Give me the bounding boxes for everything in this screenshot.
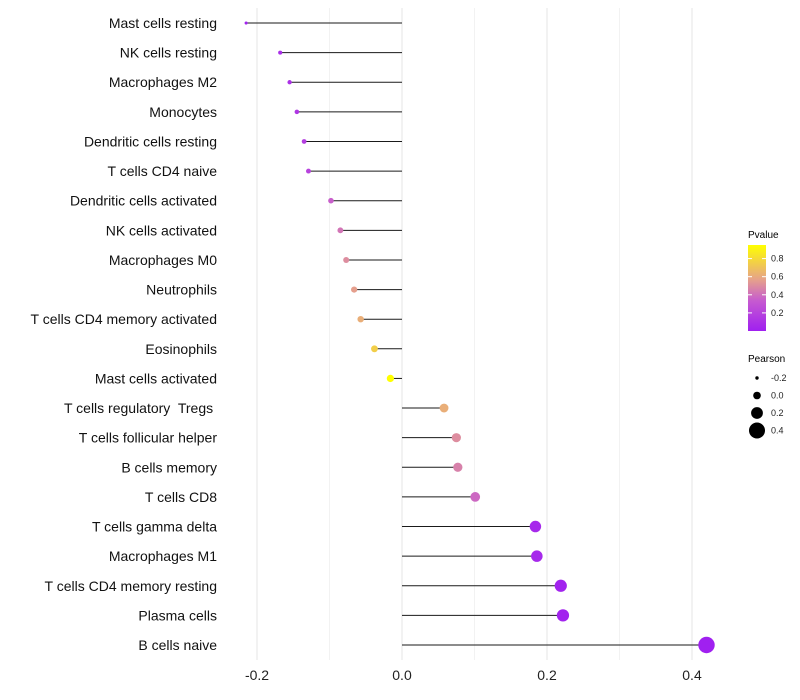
lollipop-point (698, 636, 715, 654)
pearson-legend-title: Pearson (748, 354, 785, 365)
y-category-label: T cells CD4 memory activated (31, 311, 217, 327)
size-legend-key (755, 376, 759, 380)
lollipop-point (287, 80, 292, 85)
lollipop-point (529, 520, 542, 533)
y-category-label: T cells CD8 (145, 489, 217, 505)
y-category-label: Mast cells activated (95, 370, 217, 386)
y-category-label: Mast cells resting (109, 15, 217, 31)
colorbar-tick-label: 0.4 (771, 290, 784, 300)
lollipop-points (244, 21, 715, 654)
lollipop-point (554, 579, 567, 592)
pearson-legend: Pearson -0.2 0.0 0.2 0.4 (748, 354, 787, 439)
colorbar-tick-label: 0.6 (771, 272, 784, 282)
lollipop-point (556, 609, 570, 622)
y-category-label: Macrophages M0 (109, 252, 217, 268)
x-tick-label: 0.4 (682, 667, 702, 683)
size-legend-key (751, 407, 763, 419)
y-category-label: NK cells activated (106, 222, 217, 238)
pvalue-colorbar (748, 245, 766, 331)
lollipop-stems (246, 22, 707, 646)
lollipop-point (451, 433, 461, 443)
y-category-label: Neutrophils (146, 282, 217, 298)
lollipop-point (343, 256, 350, 263)
y-category-label: Plasma cells (138, 607, 217, 623)
y-category-label: B cells naive (138, 637, 217, 653)
x-tick-label: -0.2 (245, 667, 269, 683)
y-category-label: T cells CD4 memory resting (45, 578, 217, 594)
y-category-label: B cells memory (121, 459, 217, 475)
size-legend-key (753, 391, 761, 400)
x-tick-label: 0.0 (392, 667, 412, 683)
y-category-label: Dendritic cells resting (84, 133, 217, 149)
lollipop-point (386, 374, 395, 383)
y-category-label: NK cells resting (120, 45, 217, 61)
y-category-label: Eosinophils (145, 341, 217, 357)
colorbar-tick-label: 0.2 (771, 308, 784, 318)
lollipop-point (328, 197, 334, 204)
y-category-label: T cells follicular helper (79, 430, 218, 446)
size-legend-label: 0.0 (771, 391, 784, 401)
lollipop-point (301, 139, 307, 144)
size-legend-key (748, 422, 766, 439)
pvalue-legend-title: Pvalue (748, 230, 779, 241)
y-category-label: T cells CD4 naive (108, 163, 218, 179)
y-category-label: Dendritic cells activated (70, 193, 217, 209)
size-legend-label: 0.4 (771, 426, 784, 436)
size-legend-label: 0.2 (771, 408, 784, 418)
size-legend-label: -0.2 (771, 373, 787, 383)
y-category-label: Macrophages M2 (109, 74, 217, 90)
x-axis-tick-labels: -0.2 0.0 0.2 0.4 (245, 667, 702, 683)
lollipop-point (453, 462, 463, 472)
y-category-label: T cells regulatory Tregs (64, 400, 217, 416)
y-category-label: Macrophages M1 (109, 548, 217, 564)
lollipop-point (278, 50, 283, 55)
pvalue-legend: Pvalue 0.8 0.6 0.4 0.2 (748, 230, 784, 331)
y-category-label: T cells gamma delta (92, 519, 217, 535)
lollipop-point (470, 492, 481, 502)
colorbar-tick-label: 0.8 (771, 254, 784, 264)
lollipop-point (357, 315, 364, 323)
lollipop-point (371, 345, 378, 353)
lollipop-point (531, 550, 543, 562)
lollipop-point (306, 168, 311, 174)
lollipop-point (439, 403, 449, 413)
y-axis-labels: Mast cells resting NK cells resting Macrop… (31, 15, 218, 653)
lollipop-point (244, 21, 248, 25)
y-category-label: Monocytes (149, 104, 217, 120)
lollipop-point (294, 109, 300, 115)
lollipop-point (337, 227, 344, 234)
lollipop-point (351, 286, 358, 293)
x-tick-label: 0.2 (537, 667, 557, 683)
grid-lines (256, 8, 693, 660)
